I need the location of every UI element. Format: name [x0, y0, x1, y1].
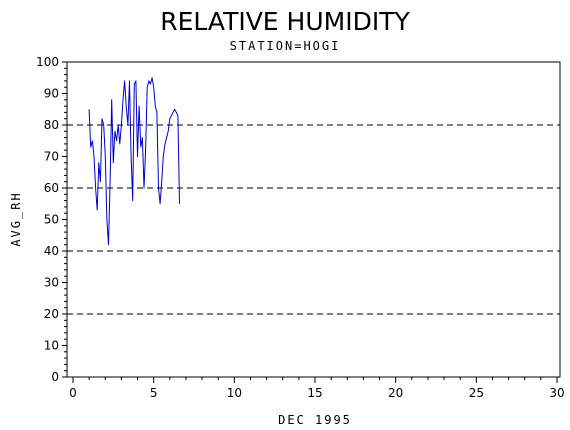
- reference-lines: [67, 61, 560, 378]
- y-tick-label: 20: [44, 307, 59, 321]
- y-tick-label: 100: [36, 55, 59, 69]
- chart-subtitle: STATION=HOGI: [230, 39, 341, 53]
- y-tick-label: 0: [51, 370, 59, 384]
- x-axis-label: DEC 1995: [278, 413, 352, 427]
- axes: [66, 61, 561, 378]
- y-tick-label: 40: [44, 244, 59, 258]
- y-tick-label: 30: [44, 276, 59, 290]
- y-tick-label: 50: [44, 213, 59, 227]
- y-tick-label: 80: [44, 118, 59, 132]
- series-line-avg-rh: [88, 77, 180, 246]
- y-tick-label: 70: [44, 150, 59, 164]
- ticks: 0 10 20 30 40 50 60 70 80 90 100 0 5 10 15 20 25 30: [36, 55, 565, 400]
- y-tick-label: 10: [44, 339, 59, 353]
- y-tick-label: 60: [44, 181, 59, 195]
- x-tick-label: 30: [549, 386, 564, 400]
- x-tick-label: 15: [307, 386, 322, 400]
- x-tick-label: 10: [227, 386, 242, 400]
- x-tick-label: 5: [150, 386, 158, 400]
- x-tick-label: 0: [69, 386, 77, 400]
- plot-frame: [66, 61, 561, 378]
- x-tick-label: 25: [469, 386, 484, 400]
- y-tick-label: 90: [44, 87, 59, 101]
- chart-title: RELATIVE HUMIDITY: [160, 7, 410, 36]
- x-tick-label: 20: [388, 386, 403, 400]
- y-axis-label: AVG_RH: [9, 191, 23, 246]
- series-group: [88, 77, 180, 246]
